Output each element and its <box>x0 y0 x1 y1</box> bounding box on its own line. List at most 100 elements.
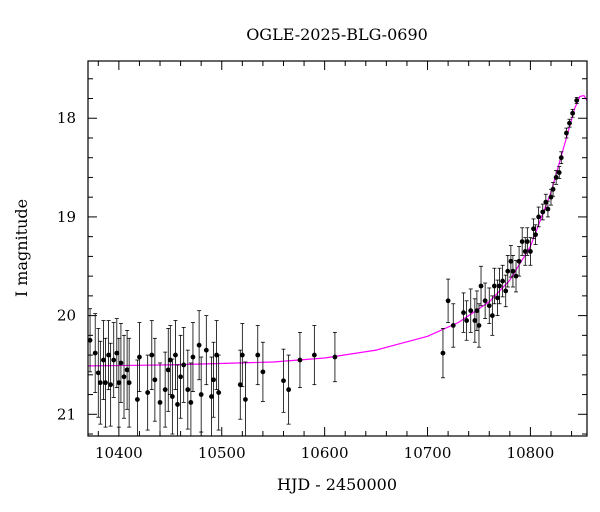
data-point <box>239 323 245 388</box>
data-point-marker <box>492 283 497 289</box>
data-point-marker <box>497 283 502 289</box>
data-point <box>545 200 551 218</box>
data-point-marker <box>134 397 140 402</box>
data-point <box>95 328 101 418</box>
data-point-marker <box>450 323 456 328</box>
data-point-marker <box>500 278 506 284</box>
data-point-marker <box>574 98 580 103</box>
data-point-marker <box>524 239 530 244</box>
data-point <box>169 358 175 435</box>
data-point-marker <box>513 273 519 279</box>
data-point <box>203 315 209 386</box>
data-point-marker <box>556 170 562 175</box>
x-tick-label: 10400 <box>95 444 143 462</box>
x-tick-label: 10600 <box>301 444 349 462</box>
data-point <box>92 313 98 393</box>
data-point-marker <box>297 357 303 363</box>
data-point <box>103 337 108 428</box>
data-point-marker <box>92 350 98 356</box>
data-point <box>474 290 480 331</box>
data-point-marker <box>508 258 514 264</box>
data-point <box>533 224 538 245</box>
data-point <box>574 97 580 104</box>
data-point-marker <box>510 268 516 274</box>
data-point-marker <box>540 209 546 215</box>
data-point-marker <box>185 387 191 393</box>
data-point-marker <box>145 390 151 395</box>
data-point <box>214 320 220 391</box>
data-point-marker <box>87 337 93 343</box>
data-point <box>524 227 530 256</box>
data-point <box>297 331 303 389</box>
data-point-marker <box>116 380 122 386</box>
data-point <box>492 267 497 305</box>
data-point-marker <box>545 206 551 212</box>
data-point <box>209 356 214 437</box>
data-point <box>500 264 506 298</box>
data-point-marker <box>476 323 482 328</box>
data-point <box>198 356 204 433</box>
data-point-marker <box>495 295 500 301</box>
data-point <box>286 354 292 425</box>
data-point <box>476 303 482 348</box>
data-point-marker <box>255 352 261 358</box>
data-point-marker <box>198 392 204 397</box>
data-point-marker <box>124 367 130 373</box>
data-point-marker <box>126 380 132 386</box>
data-point <box>124 330 130 410</box>
data-point-marker <box>474 308 480 314</box>
data-point-marker <box>260 369 266 375</box>
data-point-marker <box>533 232 538 238</box>
data-point-marker <box>567 120 572 126</box>
data-point-marker <box>286 387 292 393</box>
data-point <box>121 334 127 419</box>
data-point <box>145 354 151 431</box>
data-point <box>332 331 338 383</box>
data-points-layer <box>87 97 580 437</box>
data-point <box>260 341 266 402</box>
data-point-marker <box>106 352 111 358</box>
data-point <box>519 227 525 256</box>
data-point-marker <box>478 283 484 289</box>
plot-frame <box>87 60 588 437</box>
data-point-marker <box>482 298 488 304</box>
data-point-marker <box>118 360 124 366</box>
data-point <box>97 340 103 425</box>
data-point <box>237 349 243 420</box>
data-point-marker <box>558 155 564 161</box>
data-point <box>503 274 509 308</box>
data-point-marker <box>108 382 114 388</box>
data-point-marker <box>332 354 338 360</box>
data-point <box>211 341 216 418</box>
data-point <box>505 255 511 288</box>
data-point-marker <box>175 402 180 407</box>
data-point <box>510 255 516 288</box>
data-point-marker <box>570 110 575 116</box>
data-point-marker <box>173 352 178 358</box>
data-point-marker <box>152 377 158 383</box>
data-point-marker <box>528 249 533 254</box>
data-point <box>185 349 191 430</box>
data-point-marker <box>311 352 317 358</box>
x-tick-label: 10500 <box>198 444 246 462</box>
data-point <box>536 206 542 228</box>
data-point <box>118 323 124 403</box>
data-point-marker <box>516 258 522 264</box>
data-point <box>190 322 196 392</box>
data-point <box>464 300 470 341</box>
data-point <box>114 318 120 389</box>
data-point-marker <box>237 382 243 388</box>
data-point <box>513 259 519 293</box>
data-point-marker <box>165 367 171 373</box>
data-point-marker <box>214 352 220 358</box>
data-point-marker <box>461 310 466 316</box>
data-point <box>87 308 93 373</box>
data-point-marker <box>519 239 525 244</box>
data-point-marker <box>103 380 108 386</box>
y-tick-label: 21 <box>57 405 76 423</box>
data-point-marker <box>203 347 209 353</box>
x-tick-label: 10800 <box>507 444 555 462</box>
data-point <box>149 320 155 391</box>
data-point-marker <box>522 249 528 254</box>
data-point <box>564 127 569 139</box>
